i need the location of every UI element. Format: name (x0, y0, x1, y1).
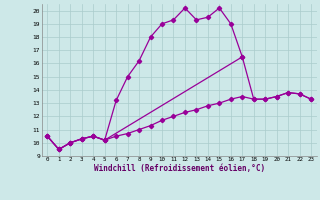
X-axis label: Windchill (Refroidissement éolien,°C): Windchill (Refroidissement éolien,°C) (94, 164, 265, 173)
